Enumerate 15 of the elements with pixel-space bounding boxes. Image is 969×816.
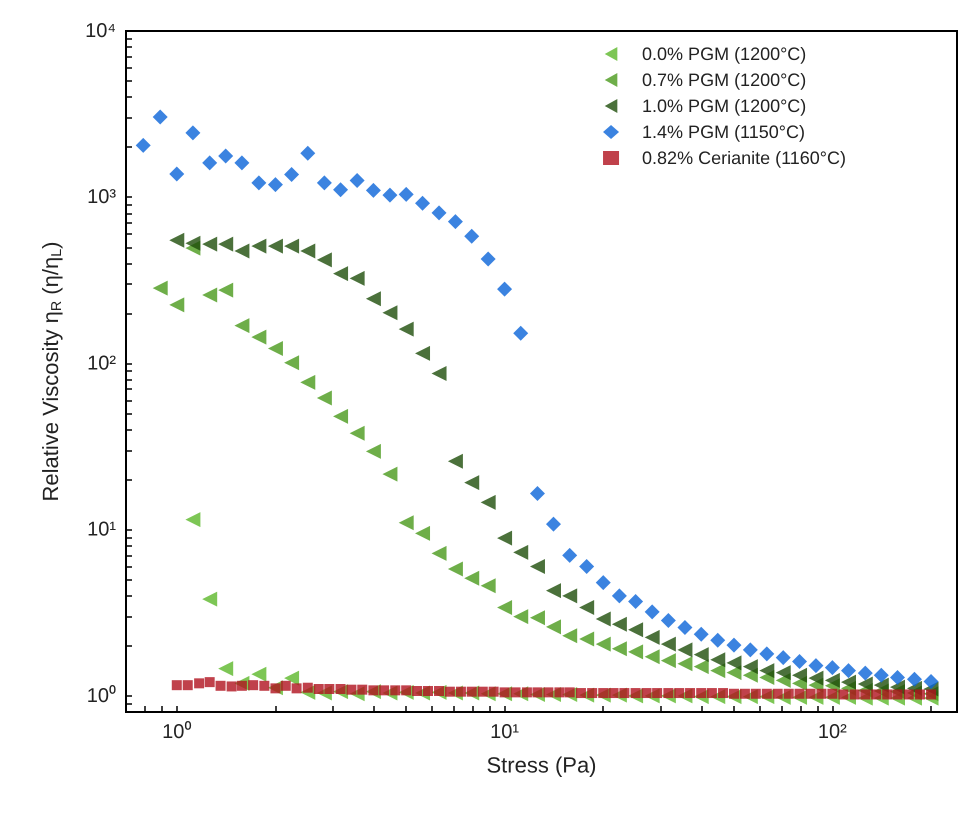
- legend-label: 0.7% PGM (1200°C): [642, 70, 806, 90]
- y-tick-label: 10²: [87, 352, 116, 374]
- y-tick-label: 10³: [87, 186, 116, 208]
- legend-label: 1.0% PGM (1200°C): [642, 96, 806, 116]
- legend-label: 0.0% PGM (1200°C): [642, 44, 806, 64]
- x-axis-title: Stress (Pa): [486, 752, 597, 778]
- x-tick-label: 10⁰: [162, 720, 192, 743]
- legend-label: 1.4% PGM (1150°C): [642, 122, 805, 142]
- y-tick-label: 10⁴: [85, 20, 116, 42]
- x-tick-label: 10¹: [490, 721, 520, 743]
- x-tick-label: 10²: [818, 721, 848, 743]
- y-axis-title: Relative Viscosity ηR (η/ηL): [38, 242, 65, 502]
- y-tick-label: 10⁰: [86, 684, 116, 707]
- legend-label: 0.82% Cerianite (1160°C): [642, 148, 846, 168]
- y-tick-label: 10¹: [87, 518, 116, 541]
